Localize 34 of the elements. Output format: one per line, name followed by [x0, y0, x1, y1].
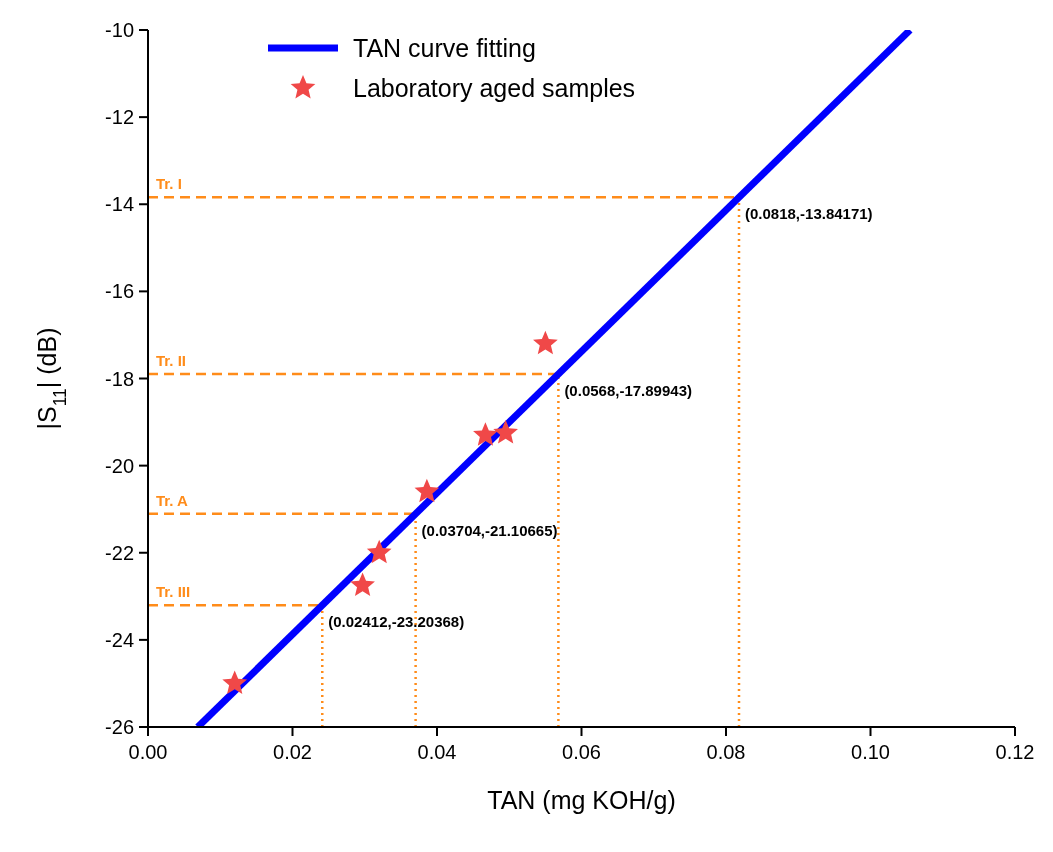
x-tick-label: 0.12: [995, 741, 1035, 763]
ref-line-label: Tr. I: [156, 175, 182, 193]
legend-label: Laboratory aged samples: [353, 74, 636, 102]
annotation: (0.0568,-17.89943): [564, 382, 692, 400]
y-tick-label: -10: [105, 19, 134, 41]
y-tick-label: -20: [105, 454, 134, 477]
x-tick-label: 0.06: [562, 741, 601, 763]
x-tick-label: 0.08: [706, 741, 746, 763]
point: [366, 539, 392, 564]
point: [493, 419, 518, 444]
legend-label: TAN curve fitting: [353, 34, 536, 62]
x-tick-label: 0.04: [417, 741, 457, 763]
annotation: (0.0818,-13.84171): [745, 205, 873, 223]
ref-line-label: Tr. A: [156, 491, 189, 509]
x-axis-title: TAN (mg KOH/g): [487, 786, 676, 814]
ref-line-label: Tr. III: [156, 583, 191, 601]
annotation: (0.03704,-21.10665): [421, 521, 558, 539]
y-tick-label: -12: [105, 106, 134, 129]
x-tick-label: 0.02: [273, 741, 312, 763]
ref-line-label: Tr. II: [156, 352, 187, 370]
annotation: (0.02412,-23.20368): [328, 613, 465, 631]
point: [473, 422, 498, 446]
y-tick-label: -18: [105, 367, 134, 390]
x-tick-label: 0.00: [128, 741, 168, 763]
point: [222, 670, 248, 694]
point: [414, 478, 440, 503]
point: [533, 330, 558, 355]
y-tick-label: -16: [105, 280, 134, 303]
y-tick-label: -26: [105, 716, 134, 738]
y-tick-label: -24: [105, 628, 134, 651]
point: [350, 572, 375, 596]
x-tick-label: 0.10: [851, 741, 890, 763]
y-tick-label: -22: [105, 541, 134, 564]
y-tick-label: -14: [105, 193, 134, 216]
